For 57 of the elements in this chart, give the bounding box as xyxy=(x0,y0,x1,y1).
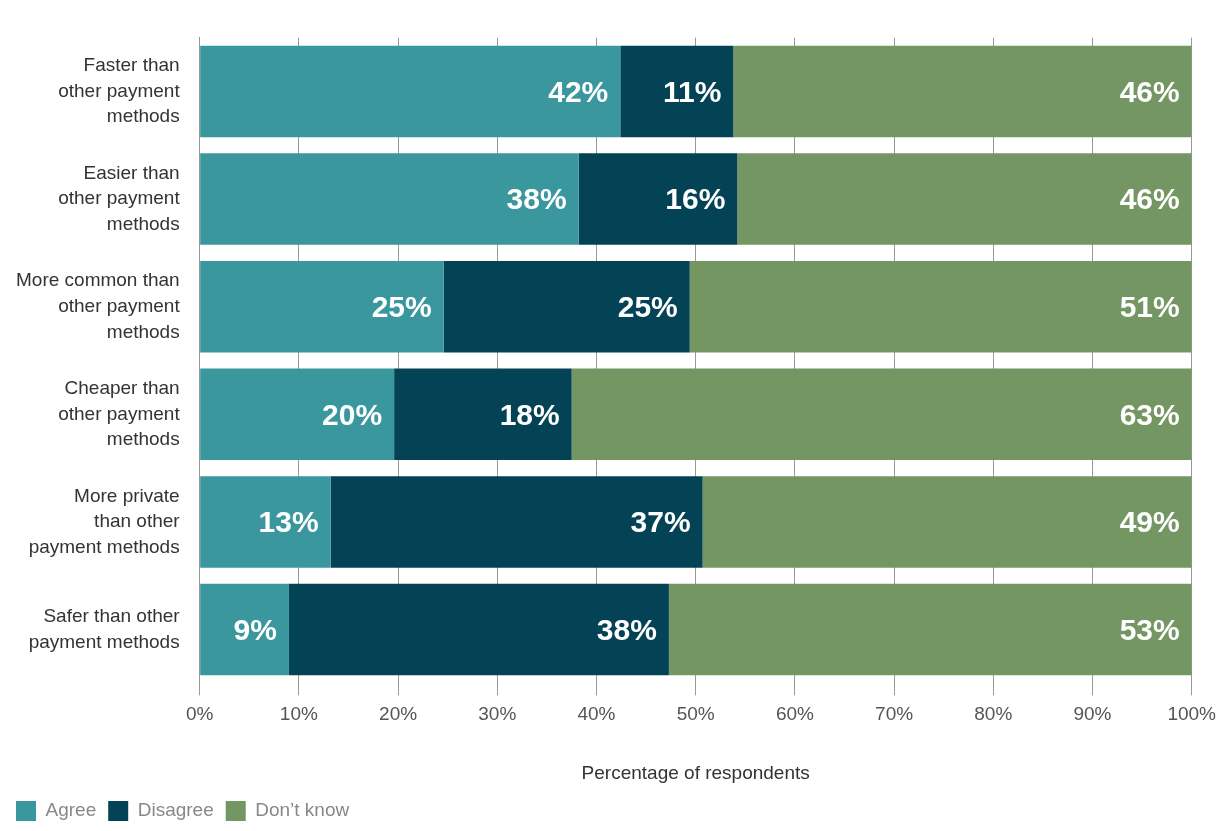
x-tick-label: 80% xyxy=(974,703,1013,725)
bar xyxy=(288,583,669,676)
y-tick-label: More common than other payment methods xyxy=(15,269,181,342)
y-tick-label: Easier than other payment methods xyxy=(58,161,181,234)
x-axis-title: Percentage of respondents xyxy=(581,761,810,783)
data-label: 37% xyxy=(630,505,691,539)
bar xyxy=(200,45,621,138)
x-tick-label: 70% xyxy=(875,703,914,725)
x-tick-label: 90% xyxy=(1073,703,1112,725)
bar xyxy=(733,45,1192,138)
data-label: 46% xyxy=(1119,74,1180,108)
y-tick-label: Cheaper than other payment methods xyxy=(58,376,181,450)
y-tick-label: More private than other payment methods xyxy=(28,484,181,557)
data-label: 38% xyxy=(596,612,657,646)
bar xyxy=(689,260,1192,353)
bar xyxy=(578,153,738,245)
bar xyxy=(200,368,395,461)
legend-label: Don’t know xyxy=(255,799,350,821)
bar xyxy=(200,583,289,676)
x-tick-label: 0% xyxy=(185,703,214,725)
x-tick-label: 50% xyxy=(676,703,715,725)
x-tick-label: 40% xyxy=(577,703,616,725)
x-tick-label: 100% xyxy=(1167,703,1217,725)
x-tick-label: 10% xyxy=(279,703,318,725)
bar xyxy=(668,583,1192,676)
data-label: 38% xyxy=(506,182,567,216)
y-tick-label: Faster than other payment methods xyxy=(58,54,181,127)
bar xyxy=(737,153,1192,245)
data-label: 51% xyxy=(1119,289,1180,323)
data-label: 46% xyxy=(1119,182,1180,216)
x-tick-label: 60% xyxy=(775,703,815,725)
data-label: 9% xyxy=(233,612,277,646)
data-label: 53% xyxy=(1119,612,1180,646)
data-label: 49% xyxy=(1119,505,1180,539)
bar xyxy=(443,260,690,353)
bar xyxy=(394,368,572,461)
bar xyxy=(200,260,444,353)
data-label: 13% xyxy=(258,505,319,539)
data-label: 16% xyxy=(665,182,726,216)
data-label: 25% xyxy=(371,289,432,323)
bar xyxy=(620,45,734,138)
data-label: 25% xyxy=(617,289,678,323)
x-tick-label: 20% xyxy=(379,703,418,725)
bar xyxy=(330,476,703,568)
y-tick-label: Safer than other payment methods xyxy=(28,605,181,652)
bar xyxy=(571,368,1192,461)
legend-label: Agree xyxy=(45,799,97,821)
bar xyxy=(702,476,1192,568)
bar xyxy=(200,153,579,245)
data-label: 63% xyxy=(1119,397,1180,431)
data-label: 11% xyxy=(663,74,722,108)
bar xyxy=(200,476,331,568)
legend-label: Disagree xyxy=(137,799,214,821)
data-label: 18% xyxy=(499,397,560,431)
x-tick-label: 30% xyxy=(478,703,517,725)
data-label: 42% xyxy=(548,74,609,108)
data-label: 20% xyxy=(322,397,383,431)
